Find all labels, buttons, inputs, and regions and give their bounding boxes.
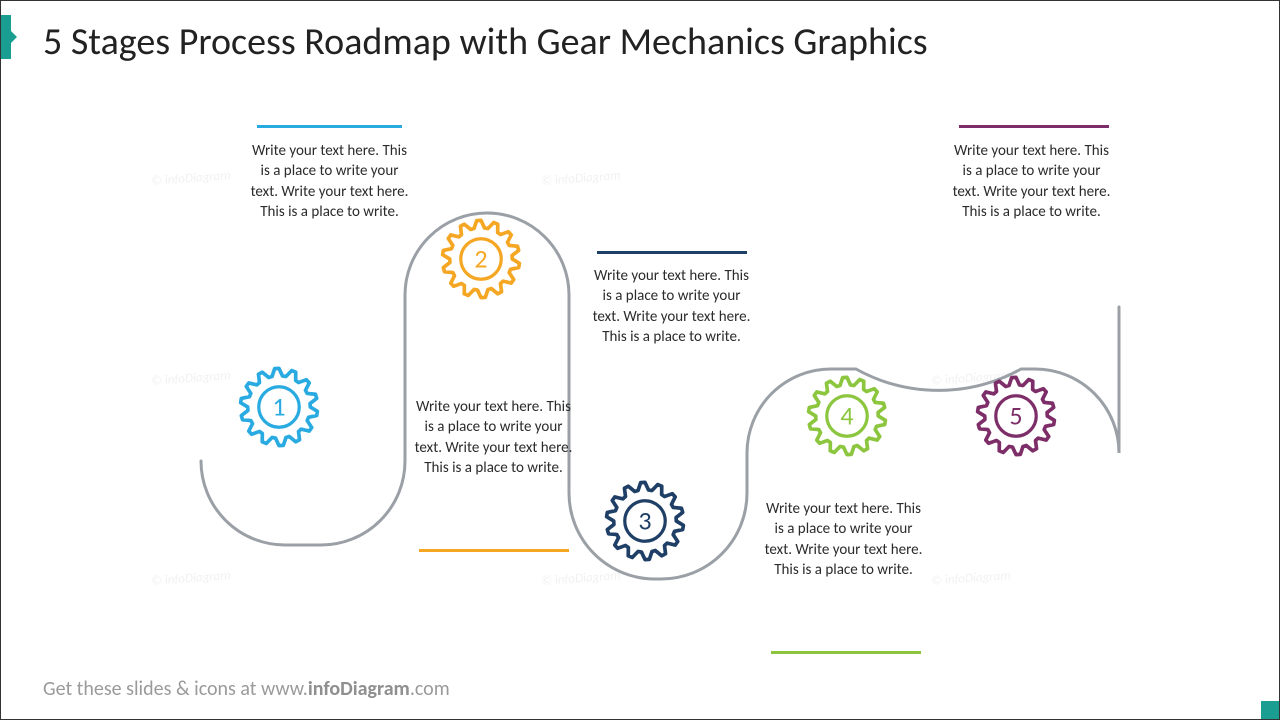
stage-text-1: Write your text here. This is a place to… <box>247 141 412 222</box>
accent-corner <box>1261 701 1279 719</box>
gear-number-1: 1 <box>272 390 285 422</box>
footer-bold: infoDiagram <box>308 677 410 701</box>
stage-bar-3 <box>597 251 747 254</box>
footer-suffix: .com <box>410 677 450 701</box>
gear-number-5: 5 <box>1009 399 1022 431</box>
gear-2: 2 <box>435 213 527 305</box>
roadmap-path <box>1 1 1280 720</box>
gear-5: 5 <box>970 370 1062 462</box>
gear-4: 4 <box>801 370 893 462</box>
stage-bar-5 <box>959 125 1109 128</box>
stage-bar-4 <box>771 651 921 654</box>
stage-text-5: Write your text here. This is a place to… <box>949 141 1114 222</box>
stage-bar-2 <box>419 549 569 552</box>
gear-number-3: 3 <box>638 504 651 536</box>
slide: 5 Stages Process Roadmap with Gear Mecha… <box>0 0 1280 720</box>
gear-number-2: 2 <box>474 242 487 274</box>
footer-prefix: Get these slides & icons at www. <box>43 677 308 701</box>
footer-text: Get these slides & icons at www.infoDiag… <box>43 677 450 701</box>
gear-3: 3 <box>599 475 691 567</box>
stage-bar-1 <box>257 125 402 128</box>
stage-text-4: Write your text here. This is a place to… <box>761 499 926 580</box>
stage-text-2: Write your text here. This is a place to… <box>411 397 576 478</box>
gear-number-4: 4 <box>840 399 853 431</box>
stage-text-3: Write your text here. This is a place to… <box>589 266 754 347</box>
gear-1: 1 <box>233 361 325 453</box>
